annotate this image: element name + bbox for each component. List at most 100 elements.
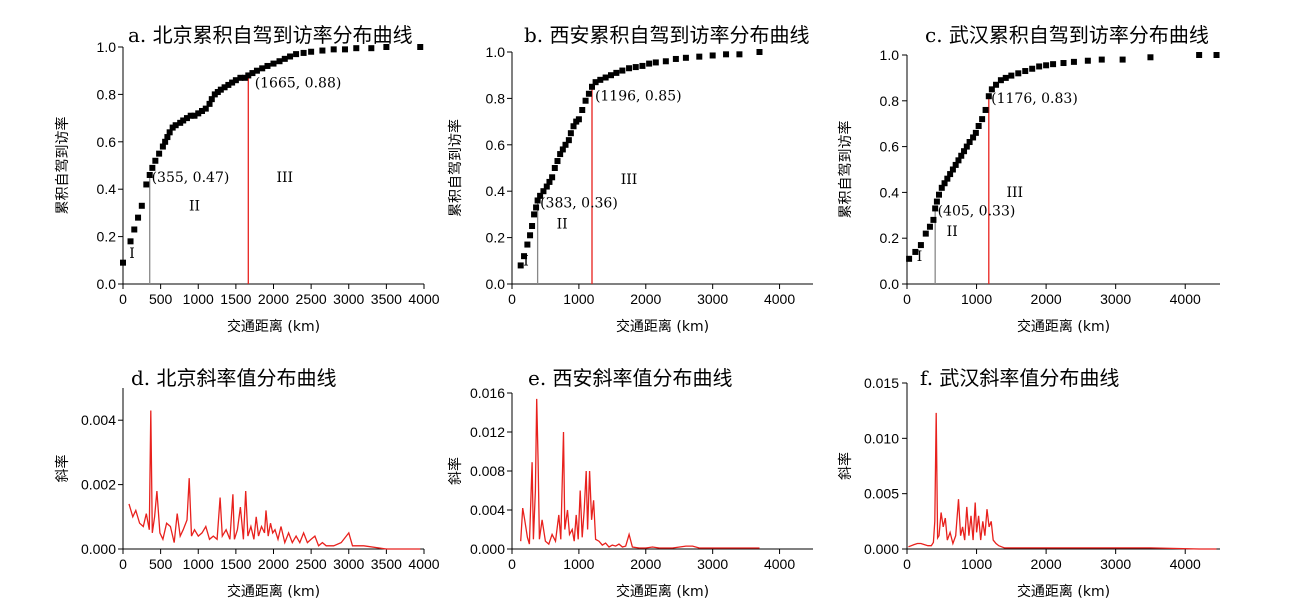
x-tick-label: 3000 (1100, 291, 1131, 307)
data-point (308, 48, 315, 55)
data-point (330, 46, 337, 53)
x-tick-label: 4000 (1170, 556, 1201, 572)
data-point (597, 76, 604, 83)
panel-f: f. 武汉斜率值分布曲线 0 1000 2000 3000 4000 0.000 0.005 0… (837, 366, 1220, 600)
data-point (592, 79, 599, 86)
data-point (183, 115, 190, 122)
threshold-label: (1196, 0.85) (595, 89, 682, 105)
data-point (602, 74, 609, 81)
data-point (570, 123, 577, 130)
y-tick-label: 0.2 (880, 230, 900, 246)
panel-b: b. 西安累积自驾到访率分布曲线 0 1000 2000 3000 4000 0.0 0.2 0… (447, 23, 813, 335)
data-point (368, 45, 375, 52)
x-tick-label: 3000 (697, 291, 728, 307)
x-tick-label: 1500 (220, 556, 251, 572)
data-point (232, 77, 239, 84)
y-axis-title: 累积自驾到访率 (447, 119, 464, 217)
data-point (549, 174, 556, 181)
data-point (1036, 63, 1043, 70)
data-point (383, 44, 390, 50)
data-point (1060, 60, 1067, 67)
data-point (259, 65, 266, 72)
x-tick-label: 3500 (371, 291, 402, 307)
data-point (177, 119, 184, 126)
data-point (156, 150, 163, 157)
data-point (341, 46, 348, 53)
region-label: I (523, 253, 529, 269)
x-tick-label: 2000 (1031, 556, 1062, 572)
x-tick-label: 500 (149, 291, 173, 307)
data-point (567, 130, 574, 137)
region-label: II (189, 199, 200, 215)
data-point (169, 124, 176, 131)
data-point (1147, 54, 1154, 61)
x-axis-title: 交通距离 (km) (1017, 318, 1110, 335)
threshold-label: (1176, 0.83) (991, 91, 1078, 107)
data-point (988, 86, 995, 93)
x-axis-title: 交通距离 (km) (1017, 583, 1110, 600)
data-point (138, 202, 145, 209)
x-tick-label: 2000 (258, 556, 289, 572)
data-point (557, 151, 564, 158)
data-point (221, 84, 228, 91)
data-point (723, 51, 730, 58)
x-tick-label: 0 (119, 291, 127, 307)
data-point (966, 139, 973, 146)
data-point (551, 165, 558, 171)
data-point (172, 122, 179, 129)
x-axis-title: 交通距离 (km) (616, 318, 709, 335)
x-tick-label: 1000 (183, 556, 214, 572)
data-point (926, 223, 933, 230)
data-point (1029, 65, 1036, 72)
y-tick-label: 0.000 (864, 541, 899, 557)
data-point (1070, 58, 1077, 65)
data-point (932, 205, 939, 212)
data-point (559, 146, 566, 153)
data-point (135, 214, 142, 221)
data-point (646, 60, 653, 67)
data-point (1213, 52, 1220, 58)
x-tick-label: 1000 (563, 291, 594, 307)
data-point (562, 141, 569, 148)
x-tick-label: 4000 (408, 291, 439, 307)
x-tick-label: 0 (903, 291, 911, 307)
data-point (159, 143, 166, 150)
data-point (281, 55, 288, 62)
panel-title: d. 北京斜率值分布曲线 (131, 366, 337, 390)
x-axis-title: 交通距离 (km) (227, 583, 320, 600)
data-point (930, 216, 937, 223)
x-tick-label: 2000 (1031, 291, 1062, 307)
data-point (961, 148, 968, 155)
data-point (152, 157, 159, 164)
data-point (540, 188, 547, 195)
y-tick-label: 0.6 (880, 139, 900, 155)
y-tick-label: 0.8 (486, 90, 506, 106)
data-point (208, 96, 215, 103)
data-point (131, 226, 138, 233)
panel-title: a. 北京累积自驾到访率分布曲线 (128, 23, 413, 47)
data-point (709, 52, 716, 59)
data-point (300, 49, 307, 56)
data-point (993, 81, 1000, 88)
y-tick-label: 1.0 (97, 39, 117, 55)
x-tick-label: 3500 (371, 556, 402, 572)
y-axis-title: 斜率 (54, 455, 71, 483)
data-point (626, 65, 633, 72)
data-point (199, 107, 206, 114)
region-label: III (276, 170, 293, 186)
data-point (906, 255, 913, 262)
data-point (1002, 74, 1009, 81)
y-tick-label: 0.2 (486, 230, 506, 246)
data-point (1050, 61, 1057, 68)
data-point (521, 253, 528, 260)
x-tick-label: 1000 (961, 291, 992, 307)
data-point (736, 51, 743, 58)
data-point (1119, 56, 1126, 63)
data-point (524, 241, 531, 248)
y-tick-label: 1.0 (486, 44, 506, 60)
data-point (756, 49, 763, 55)
x-axis-title: 交通距离 (km) (227, 318, 320, 335)
data-point (120, 259, 126, 266)
data-point (180, 117, 187, 124)
y-tick-label: 0.8 (97, 86, 117, 102)
